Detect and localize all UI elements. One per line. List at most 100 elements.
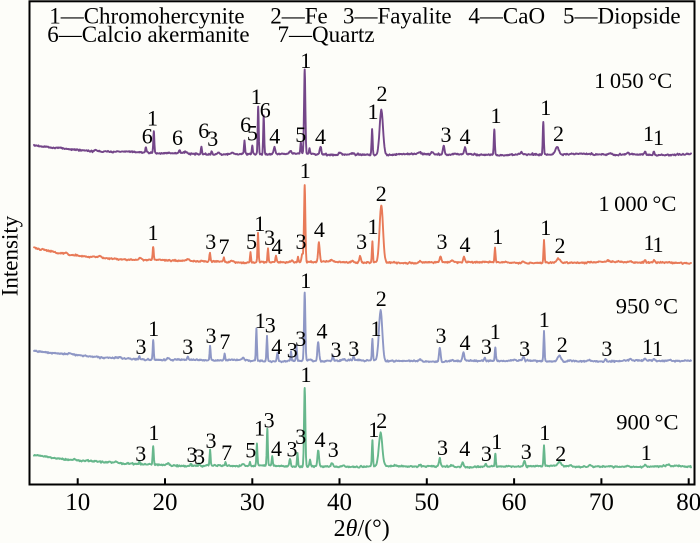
- svg-text:3: 3: [206, 323, 217, 348]
- svg-text:1: 1: [540, 95, 551, 120]
- svg-text:3: 3: [521, 439, 532, 464]
- svg-text:1: 1: [644, 230, 655, 255]
- svg-text:3: 3: [519, 336, 530, 361]
- svg-text:6: 6: [240, 112, 251, 137]
- svg-text:Intensity: Intensity: [0, 215, 23, 296]
- svg-text:5: 5: [246, 229, 257, 254]
- svg-text:4: 4: [314, 217, 325, 242]
- svg-text:3: 3: [481, 441, 492, 466]
- svg-text:3: 3: [264, 225, 275, 250]
- svg-text:3: 3: [207, 126, 218, 151]
- svg-text:80: 80: [676, 489, 700, 516]
- svg-text:1: 1: [254, 415, 265, 440]
- svg-text:6—Calcio akermanite: 6—Calcio akermanite: [47, 22, 249, 47]
- svg-text:1: 1: [652, 336, 663, 361]
- svg-text:1: 1: [653, 232, 664, 257]
- svg-text:1: 1: [147, 106, 158, 131]
- svg-text:3: 3: [295, 326, 306, 351]
- svg-text:1: 1: [642, 334, 653, 359]
- svg-text:4: 4: [272, 234, 283, 259]
- svg-text:1: 1: [492, 224, 503, 249]
- svg-text:1: 1: [641, 440, 652, 465]
- svg-text:3: 3: [135, 441, 146, 466]
- svg-text:4: 4: [315, 427, 326, 452]
- svg-text:2: 2: [376, 181, 387, 206]
- svg-text:1: 1: [368, 417, 379, 442]
- svg-text:5: 5: [295, 122, 306, 147]
- svg-text:3: 3: [194, 444, 205, 469]
- svg-text:4: 4: [460, 330, 471, 355]
- svg-text:6: 6: [142, 124, 153, 149]
- svg-text:3: 3: [287, 437, 298, 462]
- svg-text:1 000 °C: 1 000 °C: [598, 191, 676, 216]
- svg-text:1: 1: [300, 268, 311, 293]
- svg-text:6: 6: [172, 125, 183, 150]
- svg-text:1 050 °C: 1 050 °C: [594, 68, 672, 93]
- svg-text:950 °C: 950 °C: [616, 294, 678, 319]
- svg-text:2: 2: [376, 286, 387, 311]
- svg-text:4—CaO: 4—CaO: [468, 4, 545, 29]
- svg-text:2: 2: [557, 332, 568, 357]
- svg-text:4: 4: [269, 124, 280, 149]
- svg-text:1: 1: [540, 215, 551, 240]
- svg-text:20: 20: [153, 489, 178, 516]
- svg-text:3: 3: [264, 407, 275, 432]
- svg-text:50: 50: [414, 489, 439, 516]
- svg-text:1: 1: [368, 99, 379, 124]
- svg-text:2θ/(°): 2θ/(°): [334, 516, 390, 542]
- svg-text:10: 10: [65, 489, 90, 516]
- svg-text:2: 2: [553, 121, 564, 146]
- svg-text:1: 1: [490, 319, 501, 344]
- svg-text:3: 3: [356, 229, 367, 254]
- svg-text:6: 6: [198, 118, 209, 143]
- svg-text:5: 5: [247, 121, 258, 146]
- svg-text:6: 6: [260, 98, 271, 123]
- svg-text:3: 3: [187, 442, 198, 467]
- svg-text:1: 1: [539, 307, 550, 332]
- svg-text:4: 4: [460, 232, 471, 257]
- svg-text:60: 60: [502, 489, 527, 516]
- svg-text:3: 3: [437, 435, 448, 460]
- svg-text:30: 30: [240, 489, 265, 516]
- svg-text:1: 1: [643, 121, 654, 146]
- svg-text:1: 1: [371, 316, 382, 341]
- svg-text:7: 7: [219, 329, 230, 354]
- svg-text:4: 4: [459, 436, 470, 461]
- svg-text:70: 70: [589, 489, 614, 516]
- svg-text:3: 3: [437, 229, 448, 254]
- svg-text:4: 4: [271, 334, 282, 359]
- svg-text:5: 5: [245, 438, 256, 463]
- svg-text:900 °C: 900 °C: [616, 410, 678, 435]
- svg-text:1: 1: [148, 220, 159, 245]
- svg-text:3: 3: [441, 122, 452, 147]
- svg-text:2: 2: [555, 441, 566, 466]
- svg-text:4: 4: [271, 436, 282, 461]
- svg-text:3: 3: [331, 337, 342, 362]
- svg-text:1: 1: [300, 158, 311, 183]
- svg-text:3: 3: [481, 334, 492, 359]
- svg-text:3: 3: [328, 437, 339, 462]
- svg-text:2: 2: [555, 233, 566, 258]
- svg-text:1: 1: [301, 362, 312, 387]
- svg-text:4: 4: [317, 319, 328, 344]
- svg-text:3: 3: [205, 229, 216, 254]
- svg-text:1: 1: [251, 84, 262, 109]
- svg-text:40: 40: [327, 489, 352, 516]
- svg-text:1: 1: [148, 420, 159, 445]
- svg-text:3: 3: [601, 336, 612, 361]
- svg-text:1: 1: [254, 211, 265, 236]
- svg-text:1: 1: [255, 308, 266, 333]
- svg-text:3: 3: [296, 229, 307, 254]
- svg-text:3—Fayalite: 3—Fayalite: [343, 4, 452, 29]
- svg-text:3: 3: [295, 424, 306, 449]
- svg-text:1: 1: [653, 125, 664, 150]
- svg-text:5—Diopside: 5—Diopside: [563, 4, 681, 29]
- svg-text:1: 1: [148, 316, 159, 341]
- svg-text:4: 4: [460, 124, 471, 149]
- svg-text:3: 3: [348, 336, 359, 361]
- svg-text:3: 3: [265, 313, 276, 338]
- svg-text:1: 1: [539, 420, 550, 445]
- svg-text:1: 1: [368, 214, 379, 239]
- svg-text:2: 2: [377, 81, 388, 106]
- svg-text:3: 3: [436, 323, 447, 348]
